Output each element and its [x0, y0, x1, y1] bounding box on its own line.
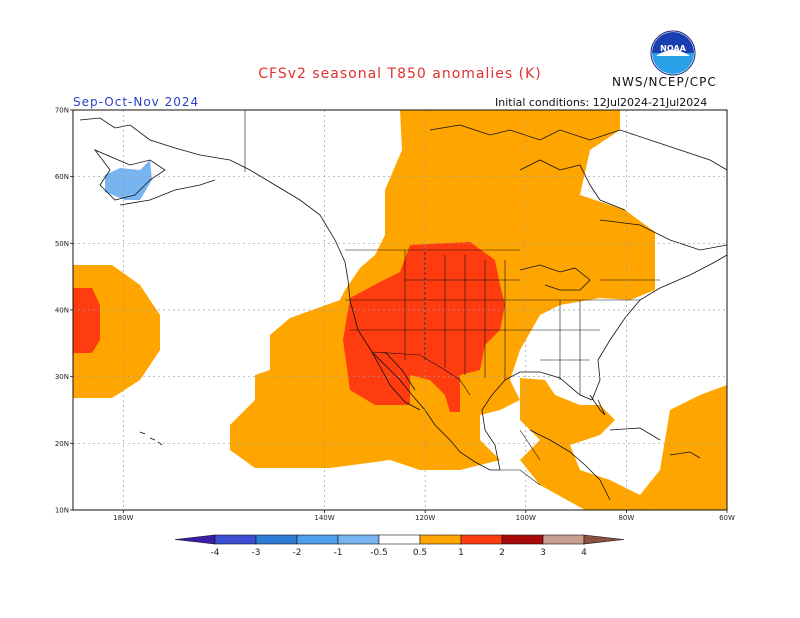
lon-tick-label: 60W	[719, 514, 735, 522]
colorbar-label: 3	[540, 548, 546, 558]
colorbar-label: -0.5	[370, 548, 388, 558]
lon-tick-label: 100W	[516, 514, 536, 522]
colorbar-label: -3	[252, 548, 261, 558]
colorbar-label: 2	[499, 548, 505, 558]
colorbar: -4 -3 -2 -1 -0.5 0.5 1 2 3 4	[174, 534, 625, 558]
lat-tick-label: 20N	[55, 440, 69, 448]
lat-tick-label: 60N	[55, 173, 69, 181]
colorbar-swatch	[378, 534, 421, 545]
anomaly-shading-red	[73, 242, 505, 412]
season-label: Sep-Oct-Nov 2024	[73, 95, 200, 109]
colorbar-swatch	[542, 534, 585, 545]
colorbar-label: 4	[581, 548, 587, 558]
colorbar-label: -4	[211, 548, 220, 558]
colorbar-swatch	[296, 534, 339, 545]
colorbar-label: -1	[334, 548, 343, 558]
colorbar-swatch	[214, 534, 257, 545]
lat-tick-label: 40N	[55, 307, 69, 315]
noaa-logo: NOAA	[650, 30, 696, 76]
initial-conditions-label: Initial conditions: 12Jul2024-21Jul2024	[495, 96, 708, 109]
lon-tick-label: 180W	[113, 514, 133, 522]
colorbar-swatch	[255, 534, 298, 545]
gridlines	[73, 110, 727, 510]
colorbar-label: 0.5	[413, 548, 427, 558]
lon-tick-label: 120W	[415, 514, 435, 522]
lat-tick-label: 30N	[55, 373, 69, 381]
colorbar-label: -2	[293, 548, 302, 558]
chart-title: CFSv2 seasonal T850 anomalies (K)	[258, 66, 542, 82]
lat-tick-label: 70N	[55, 107, 69, 115]
colorbar-swatch	[337, 534, 380, 545]
coastlines	[79, 117, 727, 501]
lat-tick-label: 10N	[55, 507, 69, 515]
colorbar-arrow-left	[174, 534, 216, 545]
lon-tick-label: 140W	[314, 514, 334, 522]
colorbar-label: 1	[458, 548, 464, 558]
agency-label: NWS/NCEP/CPC	[612, 75, 717, 89]
noaa-logo-text: NOAA	[660, 44, 686, 53]
colorbar-swatch	[419, 534, 462, 545]
lat-tick-label: 50N	[55, 240, 69, 248]
colorbar-swatch	[501, 534, 544, 545]
lon-tick-label: 80W	[618, 514, 634, 522]
colorbar-swatch	[460, 534, 503, 545]
colorbar-arrow-right	[583, 534, 625, 545]
